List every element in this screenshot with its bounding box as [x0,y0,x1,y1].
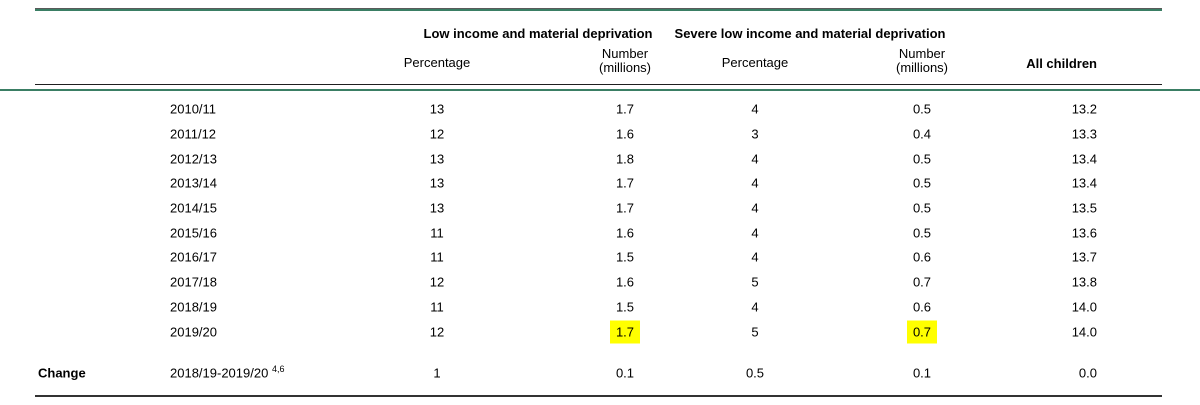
cell-severe-percentage: 4 [751,101,759,117]
highlighted-value: 1.7 [609,320,641,344]
cell-low-income-number: 1.7 [615,200,635,216]
cell-severe-number: 0.5 [912,175,932,191]
cell-all-children: 14.0 [1071,324,1097,340]
cell-all-children: 13.2 [1071,101,1097,117]
cell-severe-percentage: 4 [751,175,759,191]
cell-severe-percentage: 4 [751,249,759,265]
year-label: 2013/14 [170,175,217,191]
cell-low-income-number: 1.7 [615,175,635,191]
change-period-text: 2018/19-2019/20 [170,365,269,381]
cell-all-children: 13.4 [1071,151,1097,167]
cell-severe-number: 0.7 [872,320,972,344]
header-rule-green [0,89,1200,91]
cell-severe-percentage: 4 [751,151,759,167]
cell-low-income-number: 1.6 [615,126,635,142]
cell-all-children: 13.7 [1071,249,1097,265]
col-header-percentage-low: Percentage [403,55,471,70]
year-label: 2015/16 [170,225,217,241]
highlighted-value: 0.7 [906,320,938,344]
group-header-low-income: Low income and material deprivation [423,26,653,41]
cell-severe-number: 0.6 [912,249,932,265]
change-period-label: 2018/19-2019/20 4,6 [170,364,390,381]
cell-low-income-percentage: 13 [429,200,445,216]
cell-severe-percentage: 5 [751,324,759,340]
year-label: 2016/17 [170,249,217,265]
year-label: 2010/11 [170,101,217,117]
table-row: 2012/13 13 1.8 4 0.5 13.4 [0,146,1200,171]
table-row: 2014/15 13 1.7 4 0.5 13.5 [0,196,1200,221]
col-header-number-low-line2: (millions) [599,60,651,75]
bottom-rule [35,395,1162,397]
cell-low-income-number: 1.5 [615,299,635,315]
header-rule-dark [35,84,1162,85]
top-rule [35,9,1162,11]
col-header-number-low-line1: Number [601,46,649,61]
cell-low-income-percentage: 13 [429,151,445,167]
year-label: 2011/12 [170,126,217,142]
cell-all-children: 0.0 [1078,365,1097,381]
change-row: Change 2018/19-2019/20 4,6 1 0.1 0.5 0.1… [0,361,1200,385]
cell-low-income-percentage: 11 [430,299,444,315]
cell-severe-percentage: 4 [751,225,759,241]
cell-low-income-number: 0.1 [615,365,635,381]
table-row: 2017/18 12 1.6 5 0.7 13.8 [0,270,1200,295]
year-label: 2019/20 [170,324,217,340]
cell-severe-percentage: 4 [751,299,759,315]
cell-severe-number: 0.1 [912,365,932,381]
col-header-all-children: All children [1026,56,1097,71]
cell-low-income-percentage: 13 [429,101,445,117]
cell-all-children: 13.4 [1071,175,1097,191]
cell-all-children: 13.6 [1071,225,1097,241]
cell-low-income-percentage: 12 [429,126,445,142]
cell-low-income-number: 1.6 [615,225,635,241]
cell-low-income-percentage: 11 [430,249,444,265]
cell-severe-number: 0.5 [912,200,932,216]
cell-all-children: 14.0 [1071,299,1097,315]
col-header-number-severe: Number (millions) [872,47,972,75]
year-label: 2017/18 [170,274,217,290]
year-label: 2014/15 [170,200,217,216]
cell-severe-percentage: 5 [751,274,759,290]
cell-severe-number: 0.6 [912,299,932,315]
table-body: 2010/11 13 1.7 4 0.5 13.2 2011/12 12 1.6… [0,97,1200,344]
cell-low-income-number: 1.5 [615,249,635,265]
cell-low-income-percentage: 13 [429,175,445,191]
change-row-label: Change [38,365,86,381]
cell-low-income-percentage: 12 [429,274,445,290]
cell-low-income-percentage: 11 [430,225,444,241]
table-row: 2011/12 12 1.6 3 0.4 13.3 [0,122,1200,147]
group-header-severe: Severe low income and material deprivati… [674,26,946,41]
cell-low-income-number: 1.7 [615,101,635,117]
year-label: 2012/13 [170,151,217,167]
table-row: 2013/14 13 1.7 4 0.5 13.4 [0,171,1200,196]
cell-low-income-number: 1.7 [575,320,675,344]
cell-low-income-percentage: 1 [433,365,441,381]
table-row: 2018/19 11 1.5 4 0.6 14.0 [0,295,1200,320]
footnote-marker: 4,6 [271,364,285,375]
cell-all-children: 13.5 [1071,200,1097,216]
cell-severe-percentage: 4 [751,200,759,216]
cell-severe-number: 0.5 [912,225,932,241]
cell-low-income-number: 1.6 [615,274,635,290]
col-header-number-low: Number (millions) [575,47,675,75]
table-row: 2015/16 11 1.6 4 0.5 13.6 [0,220,1200,245]
cell-low-income-number: 1.8 [615,151,635,167]
table-row: 2019/20 12 1.7 5 0.7 14.0 [0,319,1200,344]
cell-severe-percentage: 3 [751,126,759,142]
cell-all-children: 13.8 [1071,274,1097,290]
col-header-number-severe-line2: (millions) [896,60,948,75]
col-header-number-severe-line1: Number [898,46,946,61]
cell-severe-number: 0.4 [912,126,932,142]
cell-severe-percentage: 0.5 [745,365,765,381]
year-label: 2018/19 [170,299,217,315]
cell-severe-number: 0.5 [912,101,932,117]
table-row: 2016/17 11 1.5 4 0.6 13.7 [0,245,1200,270]
cell-all-children: 13.3 [1071,126,1097,142]
cell-low-income-percentage: 12 [429,324,445,340]
cell-severe-number: 0.7 [912,274,932,290]
cell-severe-number: 0.5 [912,151,932,167]
table-row: 2010/11 13 1.7 4 0.5 13.2 [0,97,1200,122]
col-header-percentage-severe: Percentage [721,55,789,70]
